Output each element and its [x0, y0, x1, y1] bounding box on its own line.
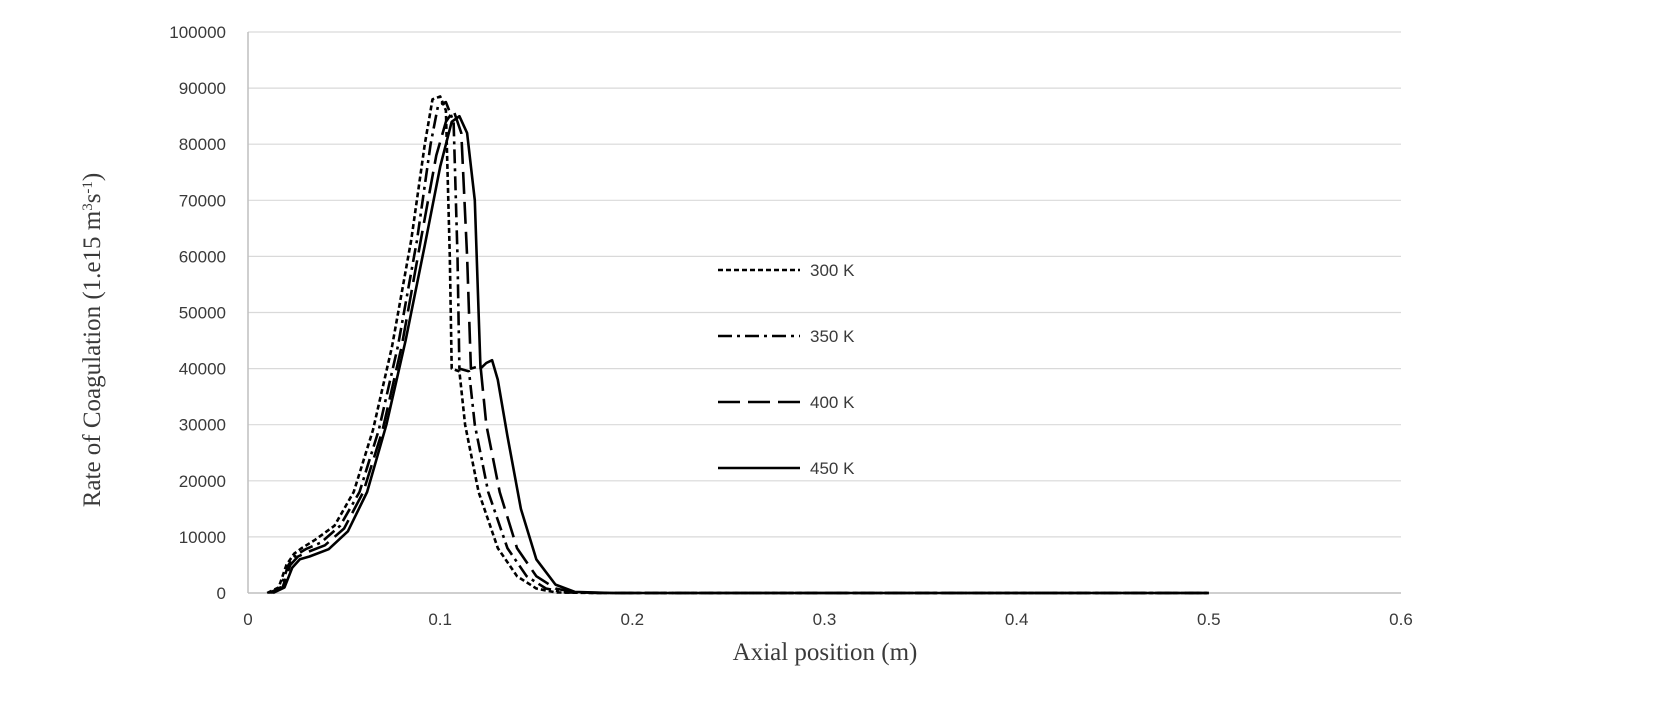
y-tick-label: 40000 — [179, 360, 226, 379]
y-tick-label: 10000 — [179, 528, 226, 547]
legend-label: 300 K — [810, 261, 855, 280]
x-tick-label: 0.3 — [813, 610, 837, 629]
y-tick-label: 100000 — [169, 23, 226, 42]
series-line-400-k — [270, 109, 1209, 595]
legend-label: 350 K — [810, 327, 855, 346]
x-tick-label: 0.4 — [1005, 610, 1029, 629]
x-tick-label: 0.5 — [1197, 610, 1221, 629]
x-tick-label: 0.2 — [621, 610, 645, 629]
y-tick-label: 50000 — [179, 304, 226, 323]
legend-label: 400 K — [810, 393, 855, 412]
gridlines — [248, 31, 1401, 538]
y-tick-label: 0 — [217, 584, 226, 603]
y-tick-label: 30000 — [179, 416, 226, 435]
y-axis-title-end: ) — [79, 173, 106, 181]
x-tick-label: 0.6 — [1389, 610, 1413, 629]
y-tick-label: 60000 — [179, 247, 226, 266]
y-axis-title-mid: s — [79, 194, 106, 204]
y-axis-title-sup2: -1 — [80, 181, 96, 194]
y-tick-label: 20000 — [179, 472, 226, 491]
legend: 300 K 350 K 400 K 450 K — [718, 261, 855, 478]
series-line-300-k — [266, 95, 1209, 595]
y-axis-title-sup1: 3 — [80, 203, 96, 211]
series-line-450-k — [272, 114, 1209, 595]
x-tick-label: 0 — [243, 610, 252, 629]
y-tick-label: 90000 — [179, 79, 226, 98]
series-line-350-k — [268, 100, 1209, 595]
y-tick-label: 70000 — [179, 191, 226, 210]
y-tick-label: 80000 — [179, 135, 226, 154]
y-axis-title-main: Rate of Coagulation (1.e15 m — [79, 210, 106, 507]
legend-label: 450 K — [810, 459, 855, 478]
x-tick-label: 0.1 — [428, 610, 452, 629]
y-axis-title: Rate of Coagulation (1.e15 m3s-1) — [79, 173, 106, 508]
x-tick-labels: 0 0.1 0.2 0.3 0.4 0.5 0.6 — [243, 610, 1413, 629]
y-tick-labels: 0 10000 20000 30000 40000 50000 60000 70000 8000… — [169, 23, 226, 603]
series-lines — [266, 95, 1209, 595]
x-axis-title: Axial position (m) — [733, 639, 918, 666]
